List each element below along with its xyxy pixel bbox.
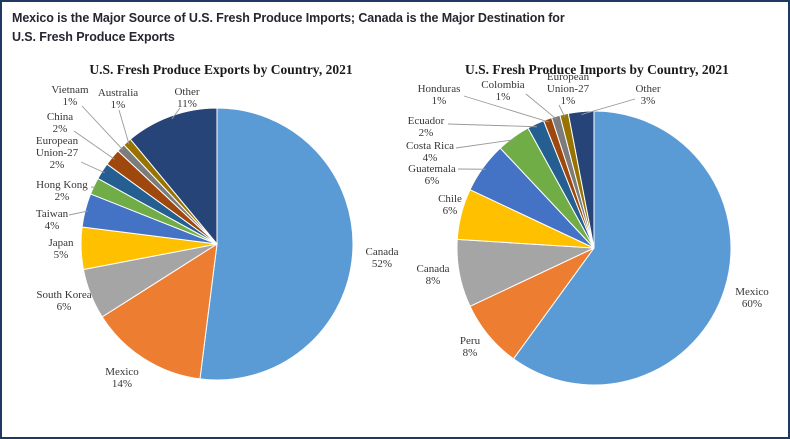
leader-line-other xyxy=(171,107,181,120)
leader-line-honduras xyxy=(463,95,549,123)
leader-line-other xyxy=(581,98,636,116)
slice-label-canada: Canada 52% xyxy=(366,246,399,270)
slice-label-peru: Peru 8% xyxy=(460,335,481,359)
chart-title-exports: U.S. Fresh Produce Exports by Country, 2… xyxy=(89,62,352,77)
slice-label-mexico: Mexico 14% xyxy=(105,366,139,390)
slice-label-chile: Chile 6% xyxy=(438,193,462,217)
slice-label-european-union-27: European Union-27 2% xyxy=(36,135,79,171)
leader-line-vietnam xyxy=(81,105,124,151)
pie-imports-slices xyxy=(456,110,732,386)
slice-label-ecuador: Ecuador 2% xyxy=(408,115,445,139)
leader-line-china xyxy=(73,130,115,160)
chart-title-imports: U.S. Fresh Produce Imports by Country, 2… xyxy=(465,62,729,77)
slice-label-european-union-27: European Union-27 1% xyxy=(547,71,590,107)
figure-title-line1: Mexico is the Major Source of U.S. Fresh… xyxy=(12,11,565,25)
leader-line-ecuador xyxy=(447,123,537,128)
slice-label-other: Other 11% xyxy=(174,86,199,110)
slice-label-china: China 2% xyxy=(47,111,73,135)
pie-slice-other xyxy=(129,107,218,245)
leader-line-colombia xyxy=(525,93,557,120)
leader-line-australia xyxy=(118,109,130,145)
slice-label-south-korea: South Korea 6% xyxy=(36,289,91,313)
pie-exports-slices xyxy=(80,107,354,381)
pie-slice-mexico xyxy=(512,110,732,386)
slice-label-guatemala: Guatemala 6% xyxy=(408,163,456,187)
pie-slice-canada xyxy=(199,107,354,381)
slice-label-costa-rica: Costa Rica 4% xyxy=(406,140,454,164)
slice-label-taiwan: Taiwan 4% xyxy=(36,208,69,232)
figure-title-line2: U.S. Fresh Produce Exports xyxy=(12,30,175,44)
pie-imports-labels: Mexico 60% Peru 8% Canada 8% Chile 6% Guatemala 6… xyxy=(406,71,769,359)
pie-exports-labels: Canada 52% Mexico 14% South Korea 6% Japan 5% Ta… xyxy=(36,84,399,390)
slice-label-other: Other 3% xyxy=(635,83,660,107)
slice-label-honduras: Honduras 1% xyxy=(418,83,461,107)
figure-title: Mexico is the Major Source of U.S. Fresh… xyxy=(12,9,565,47)
slice-label-australia: Australia 1% xyxy=(98,87,138,111)
slice-label-mexico: Mexico 60% xyxy=(735,286,769,310)
slice-label-japan: Japan 5% xyxy=(48,237,74,261)
slice-label-hong-kong: Hong Kong 2% xyxy=(36,179,88,203)
leader-line-european-union-27 xyxy=(80,161,105,174)
leader-line-european-union-27 xyxy=(558,104,566,118)
slice-label-canada: Canada 8% xyxy=(417,263,450,287)
leader-line-taiwan xyxy=(68,210,89,216)
leader-line-costa-rica xyxy=(455,139,516,149)
slice-label-vietnam: Vietnam 1% xyxy=(51,84,89,108)
pie-slice-mexico xyxy=(101,243,218,380)
slice-label-colombia: Colombia 1% xyxy=(481,79,525,103)
